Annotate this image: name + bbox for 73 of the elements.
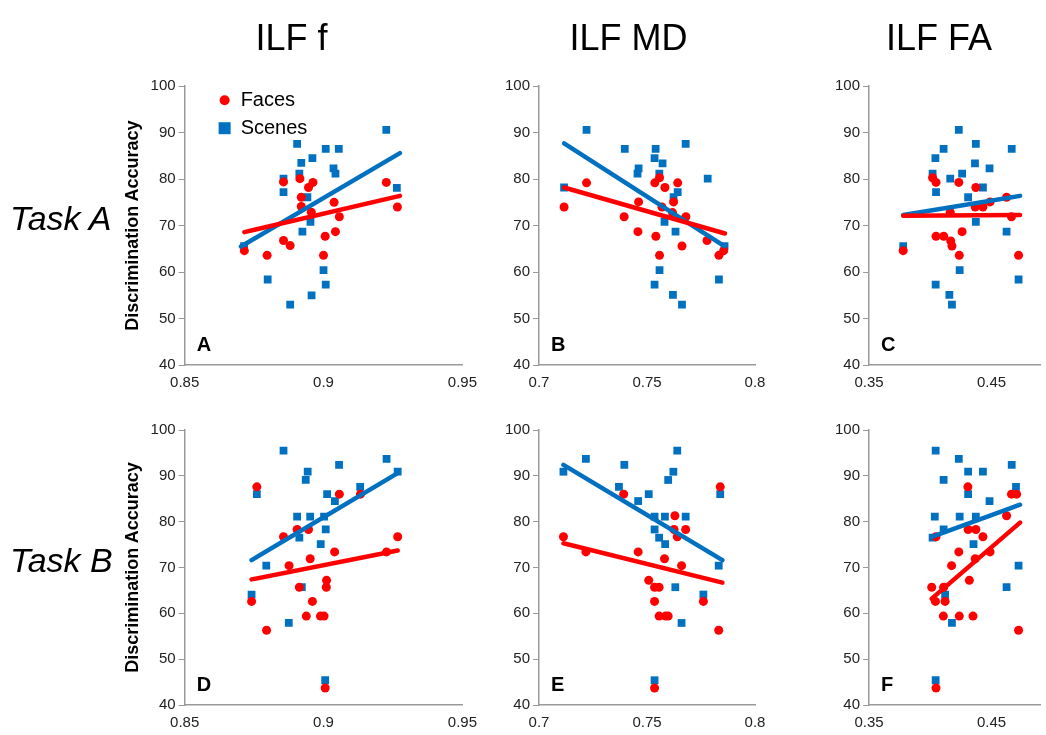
y-tick-label: 70	[158, 215, 176, 233]
text: Task B	[10, 540, 113, 579]
y-tick-label: 60	[513, 603, 531, 621]
x-tick-label: 0.35	[854, 373, 884, 391]
y-axis-title: Discrimination Accuracy	[121, 120, 142, 331]
text: Task A	[10, 199, 112, 238]
x-tick-label: 0.35	[854, 713, 884, 731]
y-tick-label: 40	[513, 695, 531, 713]
y-tick-label: 70	[513, 557, 531, 575]
y-tick-label: 100	[835, 76, 861, 94]
annotation: F	[881, 672, 894, 695]
y-tick-label: 80	[513, 169, 531, 187]
y-tick-label: 60	[513, 262, 531, 280]
x-tick-label: 0.45	[976, 373, 1007, 391]
x-tick-label: 0.7	[528, 373, 550, 391]
annotation: B	[551, 332, 566, 355]
y-tick-label: 100	[150, 420, 176, 438]
y-tick-label: 50	[513, 649, 531, 667]
annotation: C	[881, 332, 896, 355]
legend-label: Scenes	[240, 115, 308, 138]
y-tick-label: 50	[843, 308, 861, 326]
y-tick-label: 90	[158, 465, 176, 483]
annotation: E	[551, 672, 565, 695]
y-tick-label: 60	[843, 262, 861, 280]
y-tick-label: 40	[843, 355, 861, 373]
y-tick-label: 100	[505, 76, 531, 94]
y-tick-label: 60	[158, 603, 176, 621]
y-tick-label: 50	[843, 649, 861, 667]
x-tick-label: 0.75	[632, 373, 662, 391]
y-tick-label: 60	[843, 603, 861, 621]
chart-title: ILF MD	[569, 16, 688, 58]
y-tick-label: 50	[158, 308, 176, 326]
y-tick-label: 40	[158, 695, 176, 713]
y-tick-label: 50	[158, 649, 176, 667]
y-tick-label: 70	[513, 215, 531, 233]
y-tick-label: 80	[843, 169, 861, 187]
y-tick-label: 100	[505, 420, 531, 438]
annotation: A	[196, 332, 212, 355]
x-tick-label: 0.9	[313, 713, 334, 731]
x-tick-label: 0.9	[313, 373, 334, 391]
y-tick-label: 40	[158, 355, 176, 373]
y-axis-title: Discrimination Accuracy	[121, 462, 142, 673]
chart-title: ILF f	[255, 16, 329, 58]
x-tick-label: 0.45	[976, 713, 1007, 731]
y-tick-label: 90	[843, 465, 861, 483]
y-tick-label: 40	[513, 355, 531, 373]
x-tick-label: 0.8	[744, 713, 766, 731]
y-tick-label: 80	[158, 511, 176, 529]
chart-title: ILF FA	[885, 16, 993, 58]
annotation: D	[196, 672, 212, 695]
y-tick-label: 70	[843, 215, 861, 233]
y-tick-label: 100	[150, 76, 176, 94]
y-tick-label: 60	[158, 262, 176, 280]
y-tick-label: 70	[158, 557, 176, 575]
y-tick-label: 90	[158, 122, 176, 140]
x-tick-label: 0.85	[170, 373, 200, 391]
y-tick-label: 70	[843, 557, 861, 575]
y-tick-label: 80	[513, 511, 531, 529]
x-tick-label: 0.7	[528, 713, 550, 731]
y-tick-label: 100	[835, 420, 861, 438]
y-tick-label: 40	[843, 695, 861, 713]
x-tick-label: 0.95	[447, 373, 477, 391]
legend-label: Faces	[240, 87, 296, 110]
x-tick-label: 0.95	[447, 713, 477, 731]
y-tick-label: 90	[513, 465, 531, 483]
y-tick-label: 90	[843, 122, 861, 140]
y-tick-label: 80	[843, 511, 861, 529]
x-tick-label: 0.8	[744, 373, 766, 391]
x-tick-label: 0.85	[170, 713, 200, 731]
x-tick-label: 0.75	[632, 713, 662, 731]
y-tick-label: 50	[513, 308, 531, 326]
y-tick-label: 90	[513, 122, 531, 140]
y-tick-label: 80	[158, 169, 176, 187]
